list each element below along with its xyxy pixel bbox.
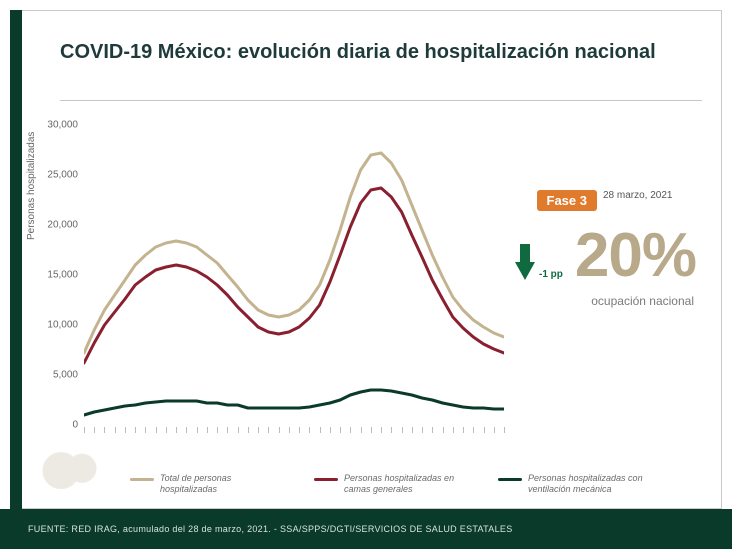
x-tick bbox=[453, 427, 454, 433]
x-tick bbox=[320, 427, 321, 433]
legend-swatch bbox=[314, 478, 338, 481]
x-tick bbox=[115, 427, 116, 433]
title-underline bbox=[60, 100, 702, 101]
chart-title: COVID-19 México: evolución diaria de hos… bbox=[60, 40, 702, 64]
y-tick-label: 10,000 bbox=[47, 320, 78, 331]
x-tick bbox=[227, 427, 228, 433]
occupancy-label: ocupación nacional bbox=[591, 294, 694, 308]
x-tick bbox=[104, 427, 105, 433]
x-tick bbox=[217, 427, 218, 433]
x-tick bbox=[197, 427, 198, 433]
x-tick bbox=[412, 427, 413, 433]
legend-swatch bbox=[130, 478, 154, 481]
gobierno-seal-icon bbox=[40, 443, 110, 489]
x-tick bbox=[84, 427, 85, 433]
x-tick bbox=[258, 427, 259, 433]
x-tick bbox=[350, 427, 351, 433]
x-tick bbox=[432, 427, 433, 433]
y-tick-label: 15,000 bbox=[47, 270, 78, 281]
x-tick bbox=[289, 427, 290, 433]
legend-label: Total de personas hospitalizadas bbox=[160, 473, 290, 495]
x-tick bbox=[186, 427, 187, 433]
x-tick bbox=[463, 427, 464, 433]
phase-badge: Fase 3 bbox=[537, 190, 597, 211]
x-tick bbox=[166, 427, 167, 433]
legend-swatch bbox=[498, 478, 522, 481]
legend-item: Total de personas hospitalizadas bbox=[130, 473, 290, 495]
x-tick bbox=[330, 427, 331, 433]
x-tick bbox=[473, 427, 474, 433]
x-tick bbox=[504, 427, 505, 433]
series-line-total bbox=[84, 153, 504, 353]
x-tick bbox=[238, 427, 239, 433]
y-tick-label: 25,000 bbox=[47, 170, 78, 181]
x-tick bbox=[484, 427, 485, 433]
y-tick-label: 5,000 bbox=[53, 370, 78, 381]
x-tick bbox=[176, 427, 177, 433]
line-chart bbox=[84, 125, 504, 425]
legend-item: Personas hospitalizadas con ventilación … bbox=[498, 473, 658, 495]
x-tick bbox=[207, 427, 208, 433]
x-tick bbox=[340, 427, 341, 433]
delta-text: -1 pp bbox=[539, 269, 563, 280]
x-tick bbox=[125, 427, 126, 433]
x-tick bbox=[268, 427, 269, 433]
x-tick bbox=[402, 427, 403, 433]
legend-label: Personas hospitalizadas en camas general… bbox=[344, 473, 474, 495]
y-tick-label: 30,000 bbox=[47, 120, 78, 131]
series-line-ventilacion bbox=[84, 390, 504, 415]
legend-label: Personas hospitalizadas con ventilación … bbox=[528, 473, 658, 495]
x-tick bbox=[371, 427, 372, 433]
x-tick bbox=[248, 427, 249, 433]
phase-date: 28 marzo, 2021 bbox=[603, 190, 698, 202]
arrow-down-icon bbox=[515, 262, 535, 280]
trend-arrow-group: -1 pp bbox=[515, 262, 563, 280]
footer-source: FUENTE: RED IRAG, acumulado del 28 de ma… bbox=[0, 509, 732, 549]
x-tick bbox=[361, 427, 362, 433]
y-tick-label: 0 bbox=[72, 420, 78, 431]
x-tick bbox=[422, 427, 423, 433]
legend: Total de personas hospitalizadas Personas… bbox=[130, 473, 702, 495]
x-tick bbox=[494, 427, 495, 433]
slide-card: COVID-19 México: evolución diaria de hos… bbox=[0, 0, 732, 549]
legend-item: Personas hospitalizadas en camas general… bbox=[314, 473, 474, 495]
x-tick bbox=[391, 427, 392, 433]
x-tick bbox=[156, 427, 157, 433]
chart-area: 05,00010,00015,00020,00025,00030,000 bbox=[84, 125, 504, 425]
x-tick bbox=[145, 427, 146, 433]
left-stripe bbox=[10, 10, 22, 509]
x-tick bbox=[279, 427, 280, 433]
y-axis-label: Personas hospitalizadas bbox=[26, 132, 37, 240]
x-tick bbox=[135, 427, 136, 433]
x-tick bbox=[309, 427, 310, 433]
x-tick bbox=[94, 427, 95, 433]
occupancy-value: 20% bbox=[575, 220, 696, 291]
y-tick-label: 20,000 bbox=[47, 220, 78, 231]
x-tick bbox=[443, 427, 444, 433]
x-tick bbox=[299, 427, 300, 433]
x-tick bbox=[381, 427, 382, 433]
